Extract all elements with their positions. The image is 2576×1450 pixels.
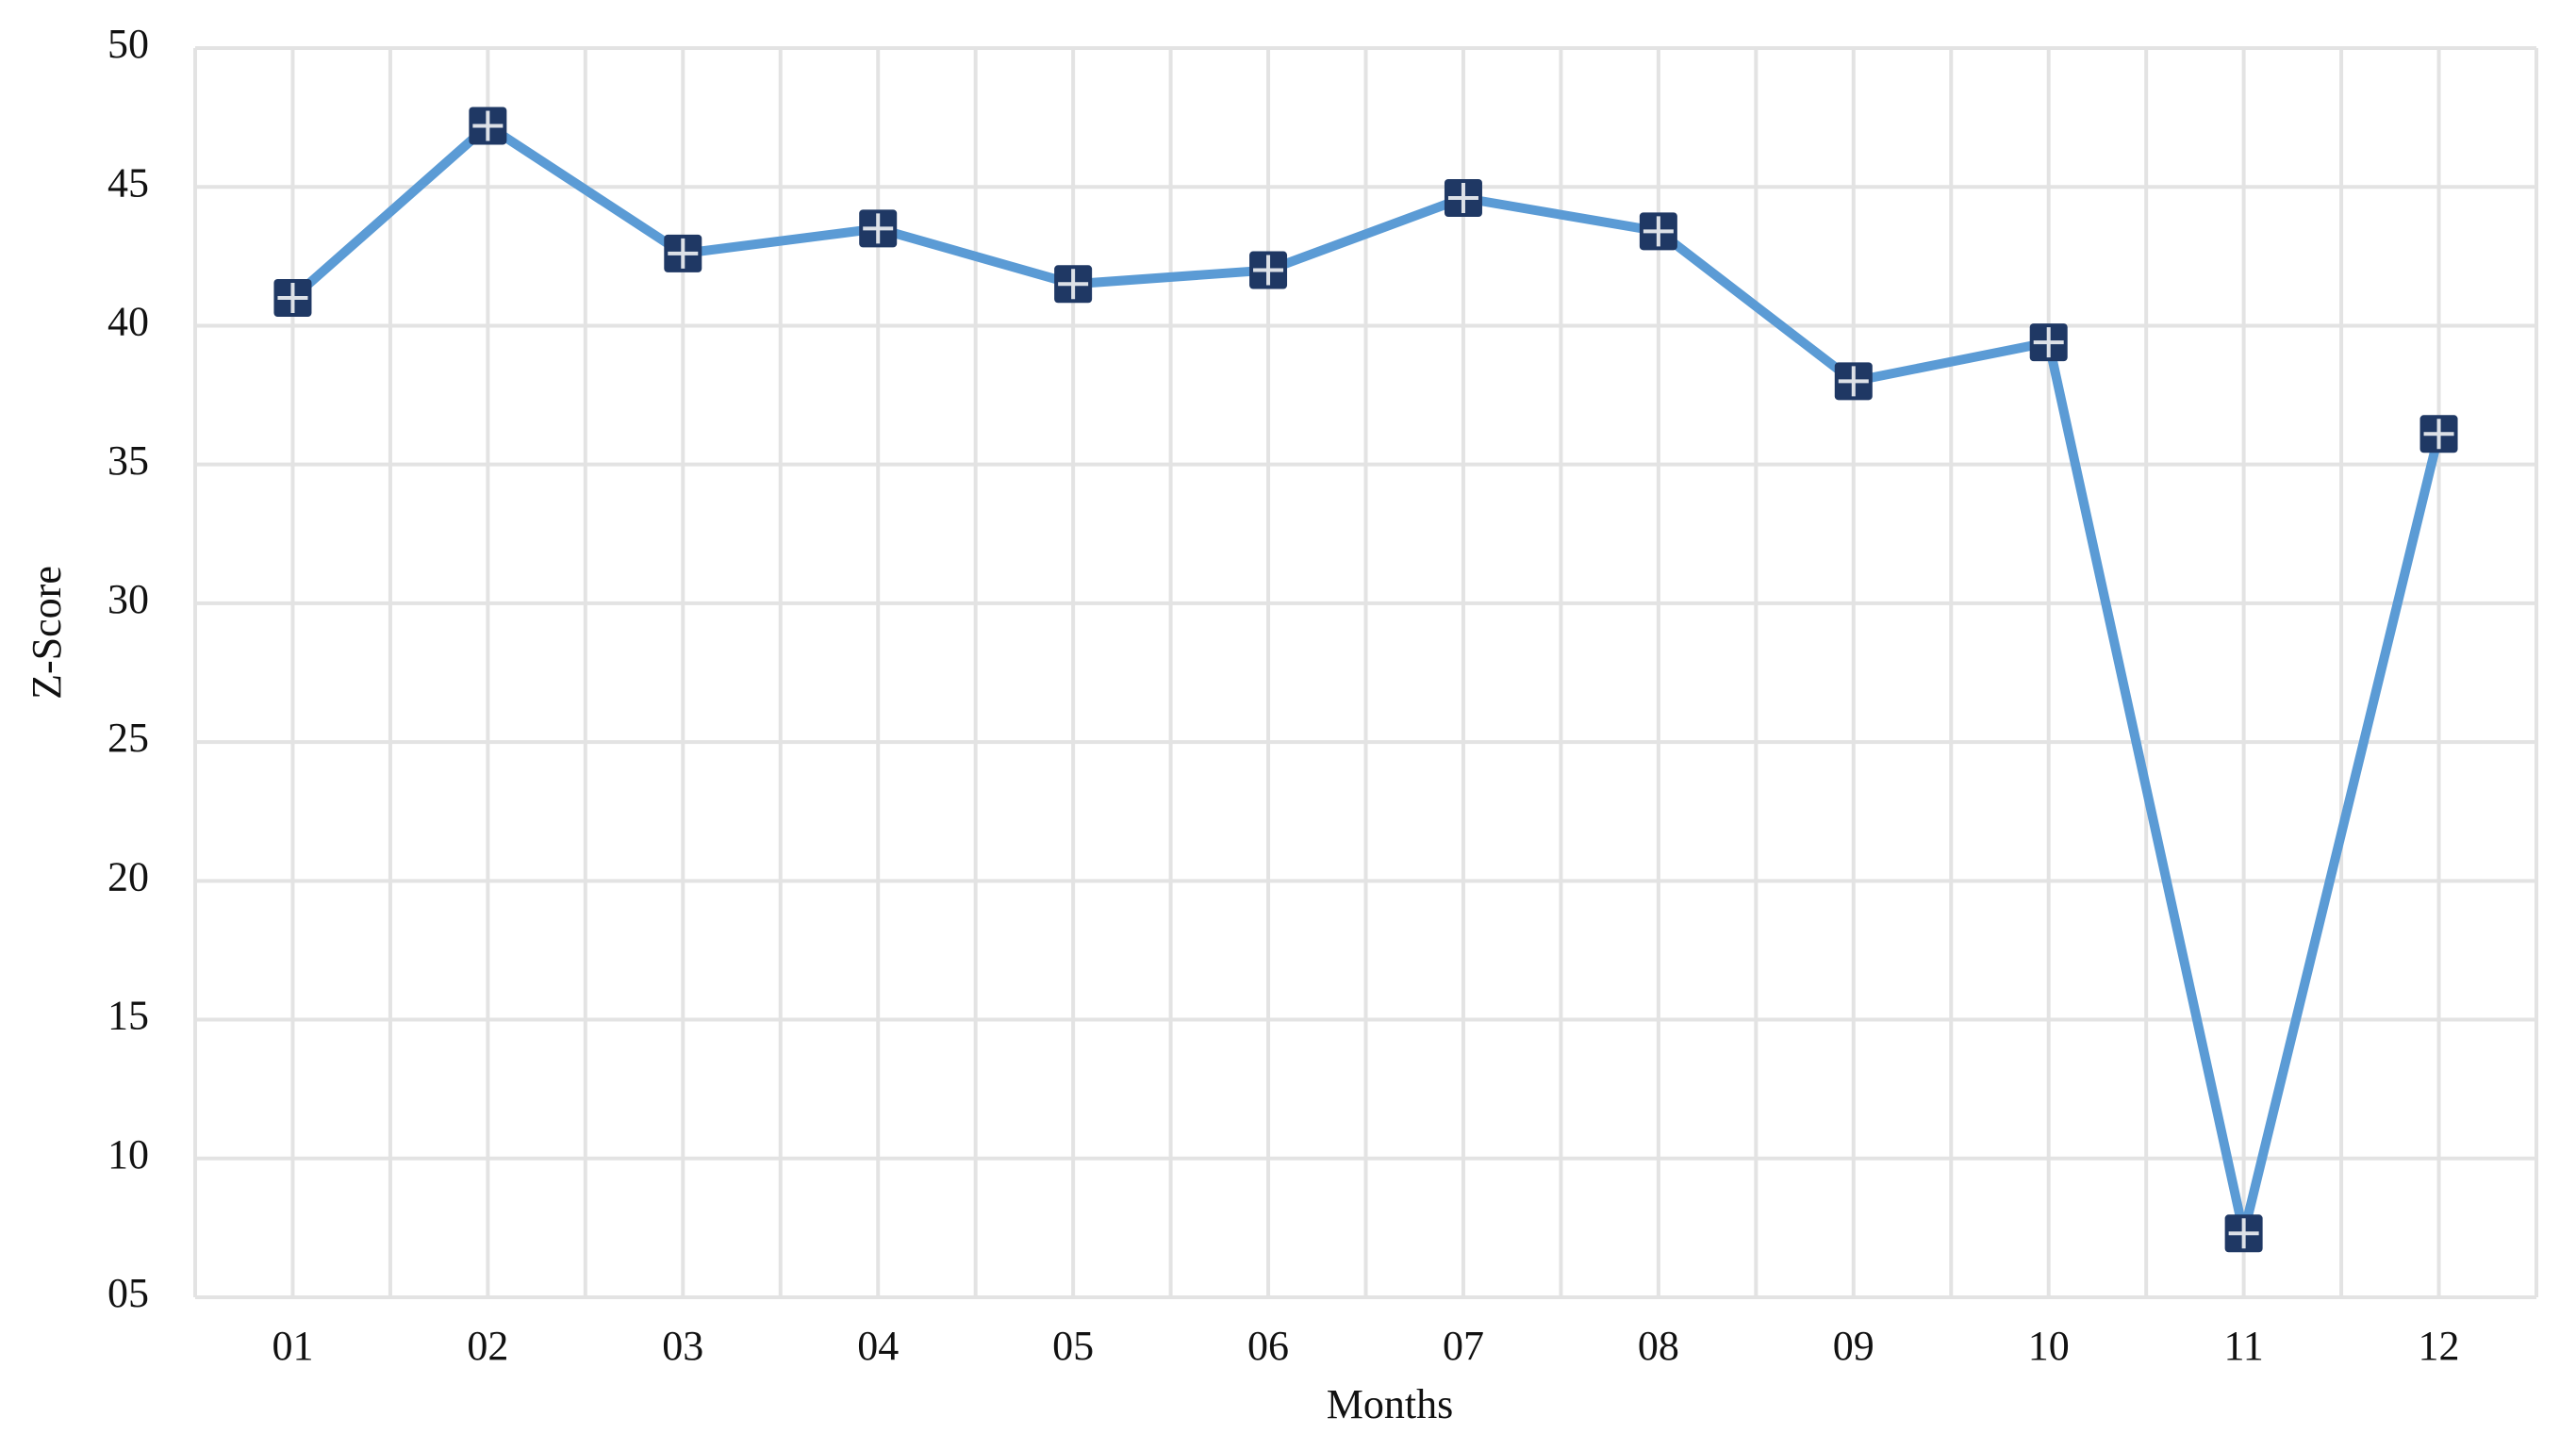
x-tick-label: 05	[1052, 1323, 1094, 1369]
marker-cross	[863, 213, 894, 244]
marker-cross	[1058, 269, 1089, 300]
marker-cross	[472, 110, 504, 141]
marker-cross	[1253, 255, 1284, 286]
marker-cross	[277, 283, 308, 313]
y-tick-label: 40	[107, 299, 149, 345]
x-tick-label: 12	[2419, 1323, 2460, 1369]
y-tick-label: 10	[107, 1131, 149, 1178]
y-axis-title: Z-Score	[24, 566, 70, 700]
x-tick-label: 06	[1247, 1323, 1289, 1369]
x-tick-label: 04	[857, 1323, 899, 1369]
x-tick-label: 03	[662, 1323, 703, 1369]
x-tick-label: 01	[272, 1323, 313, 1369]
x-tick-label: 02	[467, 1323, 508, 1369]
y-tick-label: 45	[107, 159, 149, 206]
y-tick-label: 05	[107, 1270, 149, 1316]
marker-cross	[1447, 183, 1478, 213]
marker-cross	[2033, 327, 2064, 358]
x-axis-title: Months	[1327, 1381, 1453, 1427]
marker-cross	[1643, 216, 1674, 247]
marker-cross	[668, 238, 699, 269]
y-tick-label: 25	[107, 715, 149, 761]
y-tick-label: 35	[107, 437, 149, 484]
x-tick-label: 07	[1443, 1323, 1484, 1369]
marker-cross	[2423, 419, 2454, 450]
y-tick-label: 50	[107, 21, 149, 67]
x-tick-label: 10	[2028, 1323, 2070, 1369]
data-line	[289, 121, 2444, 1239]
marker-cross	[1838, 366, 1869, 397]
x-tick-label: 08	[1638, 1323, 1679, 1369]
y-tick-label: 30	[107, 576, 149, 622]
y-tick-label: 15	[107, 993, 149, 1039]
marker-cross	[2228, 1218, 2259, 1249]
x-tick-label: 09	[1833, 1323, 1874, 1369]
x-tick-label: 11	[2223, 1323, 2263, 1369]
y-tick-label: 20	[107, 853, 149, 899]
